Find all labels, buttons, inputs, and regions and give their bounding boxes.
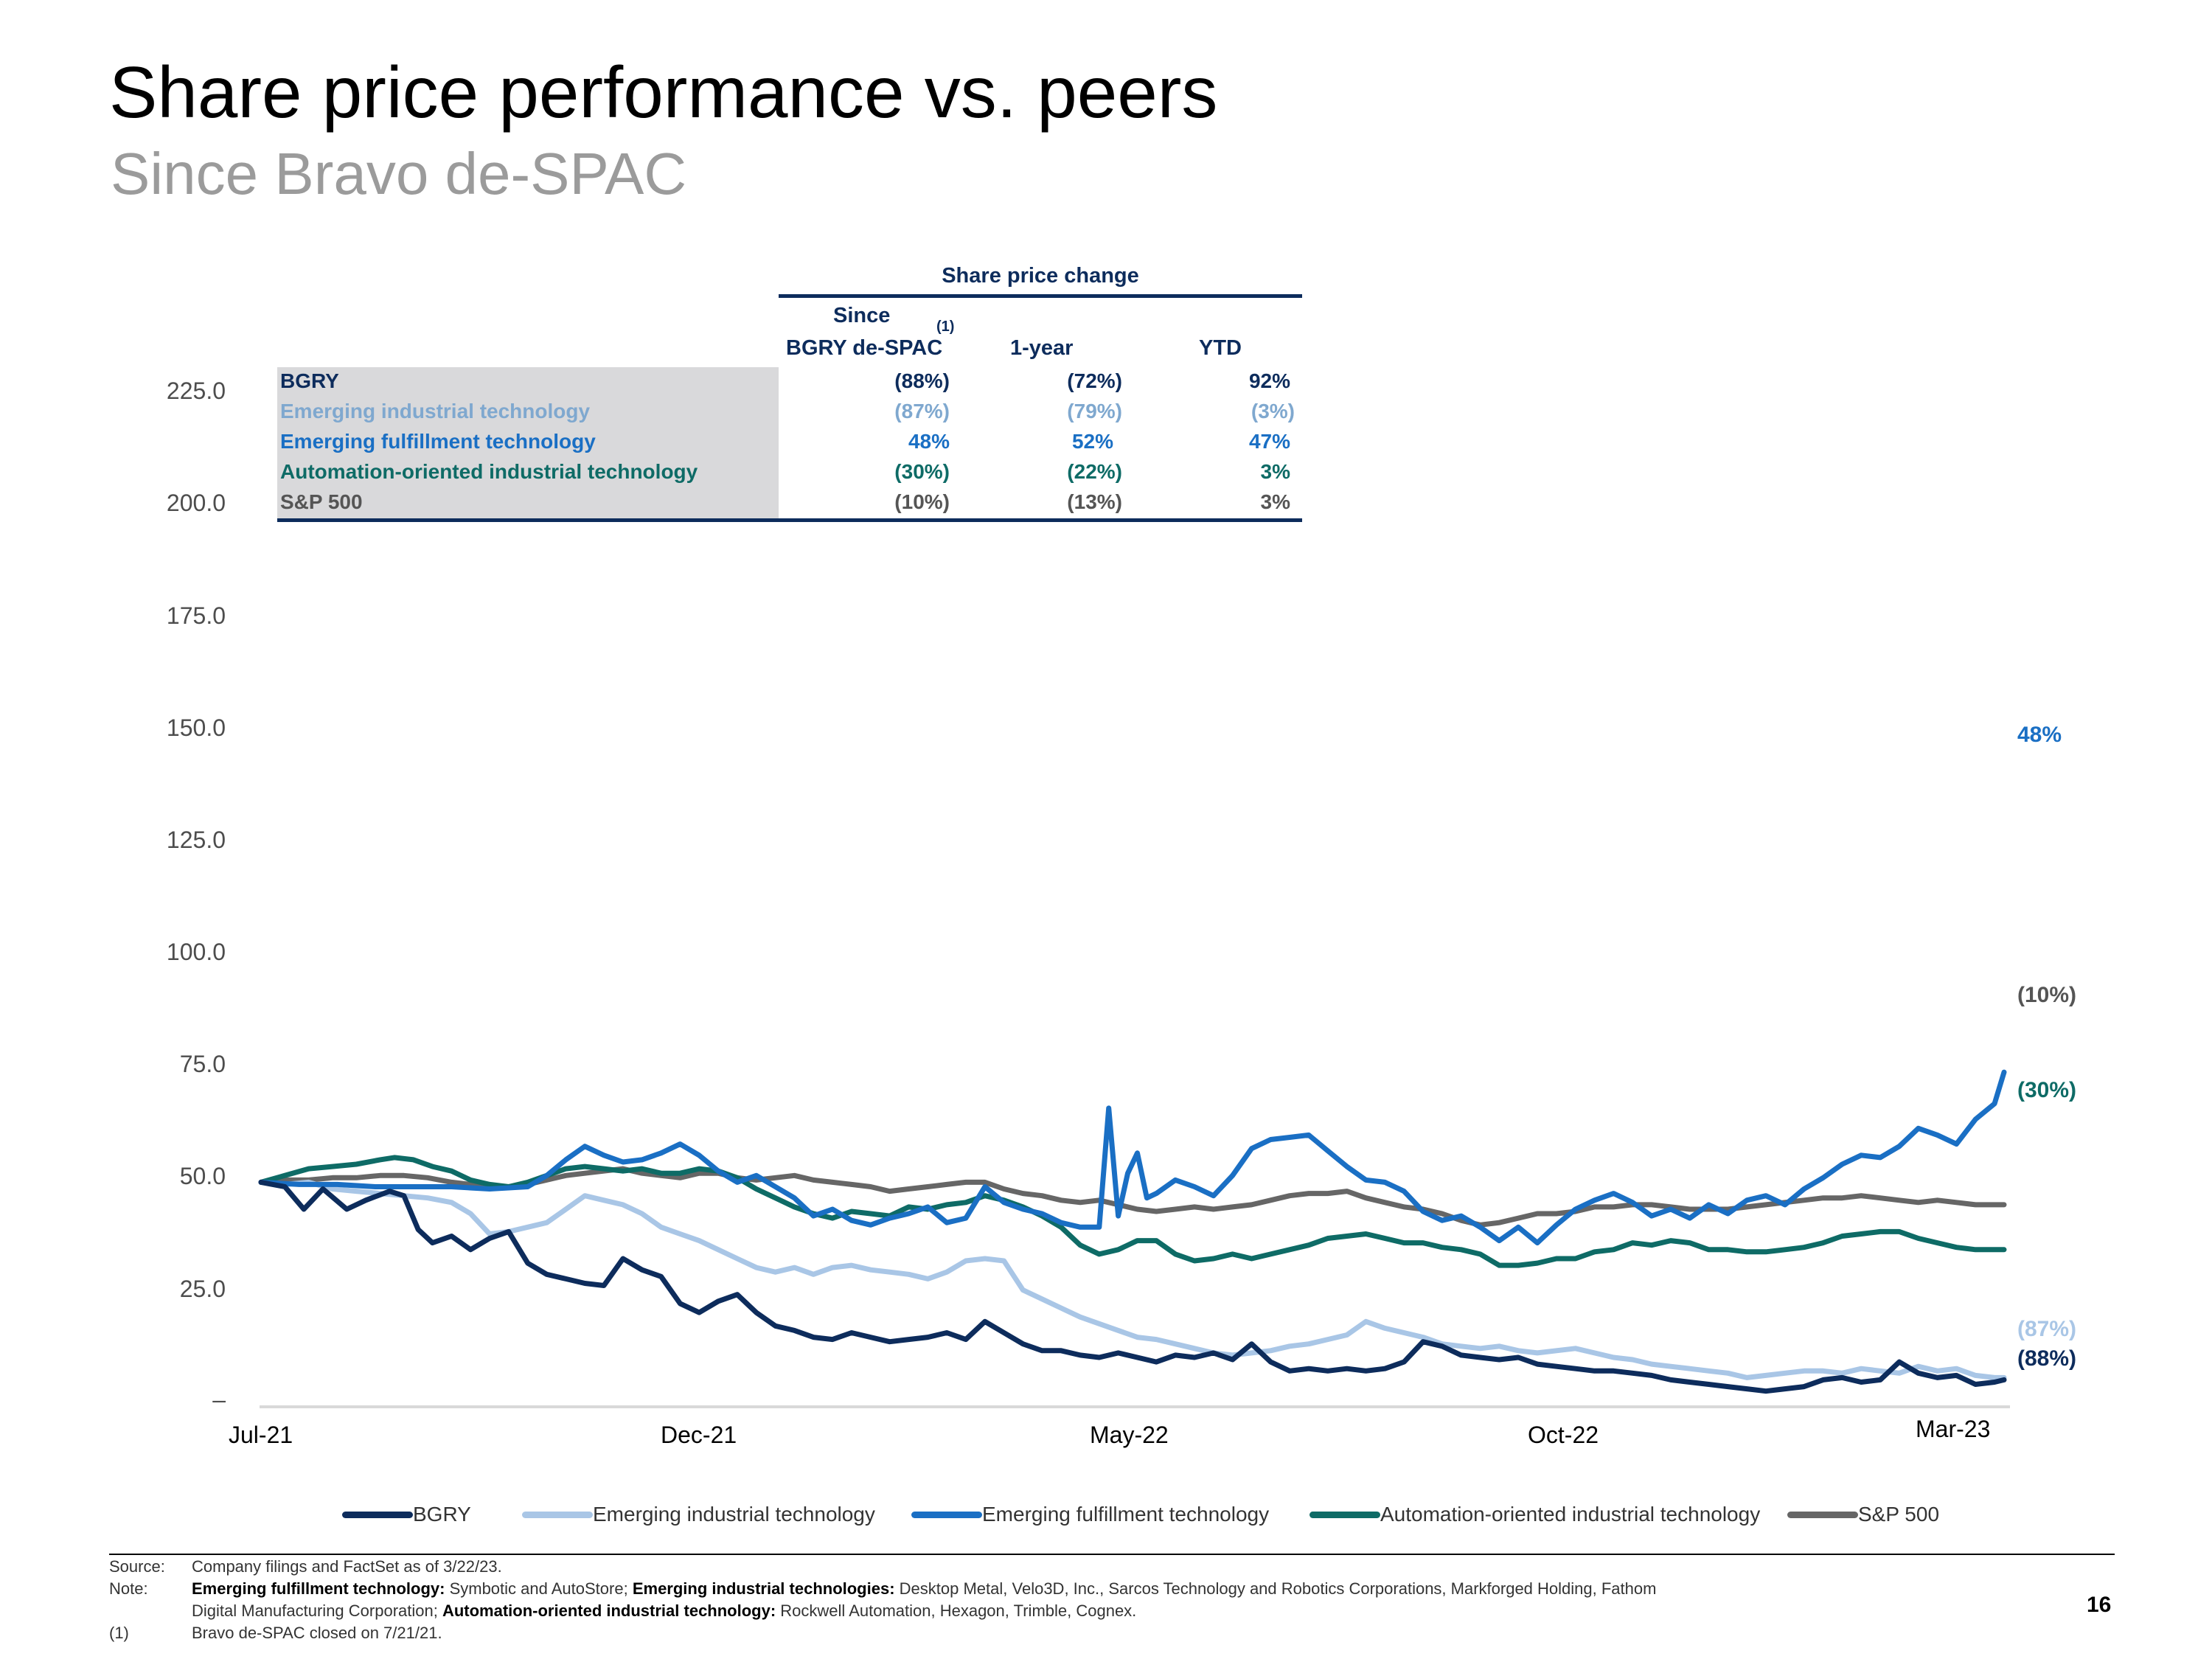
cell-bgry-1year: (72%) bbox=[1067, 369, 1122, 392]
legend-item-bgry: BGRY bbox=[342, 1500, 471, 1529]
series-line-s-p-500 bbox=[258, 1166, 2007, 1228]
y-tick-label: 125.0 bbox=[166, 827, 226, 853]
legend-item-emerging-fulfillment: Emerging fulfillment technology bbox=[911, 1500, 1269, 1529]
note-text-line2: Digital Manufacturing Corporation; bbox=[192, 1601, 442, 1620]
legend-item-sp500: S&P 500 bbox=[1787, 1500, 1939, 1529]
end-label-bgry: (88%) bbox=[2017, 1346, 2077, 1371]
row-label-bgry: BGRY bbox=[280, 369, 339, 392]
table-top-rule bbox=[779, 294, 1302, 298]
cell-automation-ytd: 3% bbox=[1260, 460, 1290, 483]
legend-label: Emerging fulfillment technology bbox=[982, 1503, 1270, 1526]
note-text-1: Symbotic and AutoStore; bbox=[445, 1579, 633, 1598]
end-label-automation: (30%) bbox=[2017, 1078, 2077, 1102]
legend-item-emerging-industrial: Emerging industrial technology bbox=[522, 1500, 875, 1529]
y-tick-label: 150.0 bbox=[166, 714, 226, 741]
legend-label: Emerging industrial technology bbox=[593, 1503, 875, 1526]
col-header-since-footnote: (1) bbox=[936, 319, 955, 335]
legend-label: Automation-oriented industrial technolog… bbox=[1380, 1503, 1761, 1526]
page-subtitle: Since Bravo de-SPAC bbox=[111, 141, 687, 206]
chart-legend: BGRY Emerging industrial technology Emer… bbox=[0, 1500, 2212, 1529]
cell-emerging-fulfillment-1year: 52% bbox=[1071, 430, 1113, 453]
cell-sp500-since: (10%) bbox=[894, 490, 950, 513]
legend-swatch bbox=[911, 1511, 982, 1518]
page-title: Share price performance vs. peers bbox=[109, 52, 1218, 133]
cell-sp500-ytd: 3% bbox=[1260, 490, 1290, 513]
legend-item-automation: Automation-oriented industrial technolog… bbox=[1310, 1500, 1760, 1529]
col-header-1year: 1-year bbox=[1010, 336, 1074, 360]
page-number: 16 bbox=[2087, 1593, 2112, 1617]
x-tick-label: Jul-21 bbox=[229, 1422, 293, 1448]
footnote-source-text: Company filings and FactSet as of 3/22/2… bbox=[192, 1557, 502, 1576]
legend-swatch bbox=[1310, 1511, 1380, 1518]
y-tick-label: 75.0 bbox=[179, 1051, 226, 1077]
legend-swatch bbox=[522, 1511, 593, 1518]
y-tick-label: 25.0 bbox=[179, 1276, 226, 1302]
note-text-2: Desktop Metal, Velo3D, Inc., Sarcos Tech… bbox=[894, 1579, 1657, 1598]
row-label-emerging-industrial: Emerging industrial technology bbox=[280, 400, 591, 422]
col-header-ytd: YTD bbox=[1199, 336, 1242, 360]
cell-emerging-industrial-1year: (79%) bbox=[1067, 400, 1122, 422]
footnote-note-label: Note: bbox=[109, 1579, 148, 1598]
footnote-rule bbox=[109, 1554, 2115, 1555]
table-bottom-rule bbox=[277, 518, 1302, 522]
legend-label: S&P 500 bbox=[1858, 1503, 1940, 1526]
series-line-emerging-industrial-technology bbox=[258, 1179, 2007, 1380]
y-tick-label: 200.0 bbox=[166, 490, 226, 516]
legend-swatch bbox=[342, 1511, 413, 1518]
row-label-sp500: S&P 500 bbox=[280, 490, 363, 513]
legend-label: BGRY bbox=[413, 1503, 471, 1526]
footnote-source-label: Source: bbox=[109, 1557, 165, 1576]
end-label-emerging-fulfillment: 48% bbox=[2017, 723, 2062, 747]
series-line-bgry bbox=[258, 1179, 2007, 1394]
note-bold-2: Emerging industrial technologies: bbox=[632, 1579, 895, 1598]
note-bold-1: Emerging fulfillment technology: bbox=[192, 1579, 445, 1598]
series-line-emerging-fulfillment-technology bbox=[258, 1069, 2007, 1246]
cell-emerging-industrial-ytd: (3%) bbox=[1251, 400, 1295, 422]
legend-swatch bbox=[1787, 1511, 1858, 1518]
x-tick-label: May-22 bbox=[1090, 1422, 1169, 1448]
y-tick-label: 50.0 bbox=[179, 1163, 226, 1189]
note-text-3: Rockwell Automation, Hexagon, Trimble, C… bbox=[776, 1601, 1137, 1620]
footnote-1-text: Bravo de-SPAC closed on 7/21/21. bbox=[192, 1624, 442, 1642]
y-tick-label: 100.0 bbox=[166, 939, 226, 965]
cell-emerging-fulfillment-ytd: 47% bbox=[1248, 430, 1290, 453]
footnote-note-line2: Digital Manufacturing Corporation; Autom… bbox=[192, 1601, 1136, 1621]
x-tick-label: Dec-21 bbox=[661, 1422, 737, 1448]
y-tick-label: – bbox=[212, 1386, 226, 1413]
x-tick-label: Oct-22 bbox=[1528, 1422, 1599, 1448]
end-label-sp500: (10%) bbox=[2017, 983, 2077, 1007]
col-header-since-line1: Since bbox=[833, 304, 891, 327]
table-caption: Share price change bbox=[942, 264, 1139, 288]
y-tick-label: 225.0 bbox=[166, 378, 226, 404]
col-header-since-line2: BGRY de-SPAC bbox=[786, 336, 943, 360]
footnote-1-label: (1) bbox=[109, 1624, 129, 1642]
footnote-note-line1: Emerging fulfillment technology: Symboti… bbox=[192, 1579, 1656, 1599]
row-label-automation: Automation-oriented industrial technolog… bbox=[280, 460, 698, 483]
cell-sp500-1year: (13%) bbox=[1067, 490, 1122, 513]
cell-bgry-ytd: 92% bbox=[1248, 369, 1290, 392]
row-label-emerging-fulfillment: Emerging fulfillment technology bbox=[280, 430, 596, 453]
x-tick-label: Mar-23 bbox=[1916, 1416, 1991, 1442]
note-bold-3: Automation-oriented industrial technolog… bbox=[442, 1601, 776, 1620]
cell-automation-1year: (22%) bbox=[1067, 460, 1122, 483]
cell-emerging-industrial-since: (87%) bbox=[894, 400, 950, 422]
cell-bgry-since: (88%) bbox=[894, 369, 950, 392]
end-label-emerging-industrial: (87%) bbox=[2017, 1317, 2077, 1341]
series-line-automation-oriented-industrial-technology bbox=[258, 1155, 2007, 1268]
table-label-column-bg bbox=[277, 367, 779, 518]
y-tick-label: 175.0 bbox=[166, 602, 226, 629]
cell-automation-since: (30%) bbox=[894, 460, 950, 483]
cell-emerging-fulfillment-since: 48% bbox=[908, 430, 950, 453]
series-layer bbox=[258, 1069, 2007, 1394]
